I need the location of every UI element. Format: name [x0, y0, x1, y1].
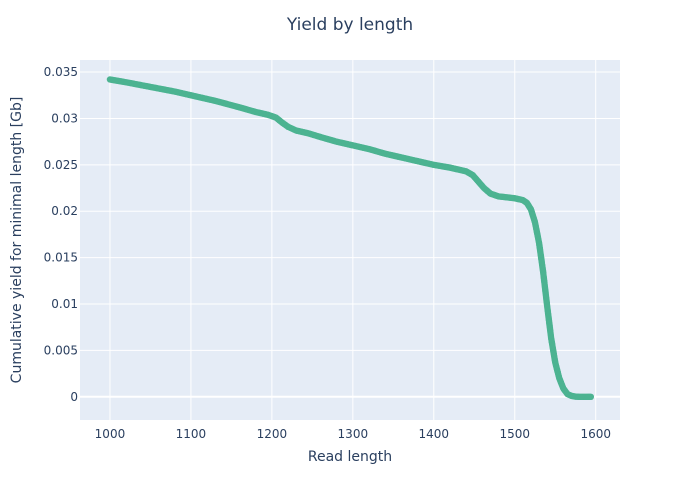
x-tick-label: 1400: [419, 427, 450, 441]
y-tick-label: 0.01: [51, 297, 78, 311]
y-tick-label: 0.025: [44, 158, 78, 172]
x-tick-label: 1100: [176, 427, 207, 441]
y-axis-ticks: 0 0.005 0.01 0.015 0.02 0.025 0.03 0.035: [44, 65, 78, 404]
data-point: [587, 393, 595, 401]
x-tick-label: 1000: [95, 427, 126, 441]
y-tick-label: 0.005: [44, 343, 78, 357]
x-tick-label: 1500: [499, 427, 530, 441]
y-tick-label: 0.03: [51, 111, 78, 125]
y-tick-label: 0.015: [44, 251, 78, 265]
y-tick-label: 0: [70, 390, 78, 404]
chart-title: Yield by length: [286, 15, 413, 35]
x-tick-label: 1200: [257, 427, 288, 441]
x-axis-title: Read length: [308, 449, 392, 465]
y-axis-title: Cumulative yield for minimal length [Gb]: [9, 97, 25, 384]
x-tick-label: 1600: [580, 427, 611, 441]
x-tick-label: 1300: [338, 427, 369, 441]
x-axis-ticks: 1000 1100 1200 1300 1400 1500 1600: [95, 427, 611, 441]
grid: [80, 60, 620, 420]
y-tick-label: 0.035: [44, 65, 78, 79]
y-tick-label: 0.02: [51, 204, 78, 218]
data-points: [106, 76, 595, 401]
plot-area: [80, 60, 620, 420]
